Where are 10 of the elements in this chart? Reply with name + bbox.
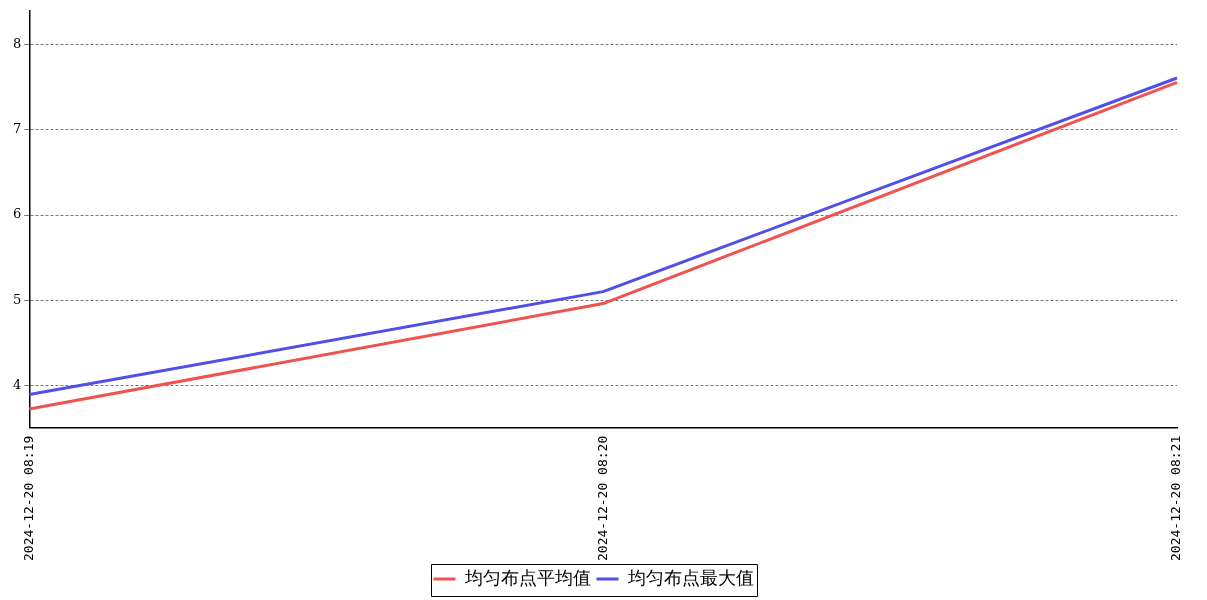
x-tick-label: 2024-12-20 08:19 bbox=[20, 435, 36, 562]
x-tick-label: 2024-12-20 08:21 bbox=[1168, 435, 1184, 562]
legend-label: 均匀布点最大值 bbox=[626, 566, 754, 588]
legend-label: 均匀布点平均值 bbox=[463, 566, 591, 588]
y-tick-label: 8 bbox=[12, 36, 22, 52]
y-tick-label: 5 bbox=[12, 291, 22, 307]
y-tick-label: 7 bbox=[12, 121, 22, 137]
y-tick-label: 6 bbox=[12, 206, 22, 222]
x-tick-label: 2024-12-20 08:20 bbox=[594, 435, 610, 562]
y-tick-label: 4 bbox=[12, 376, 22, 392]
